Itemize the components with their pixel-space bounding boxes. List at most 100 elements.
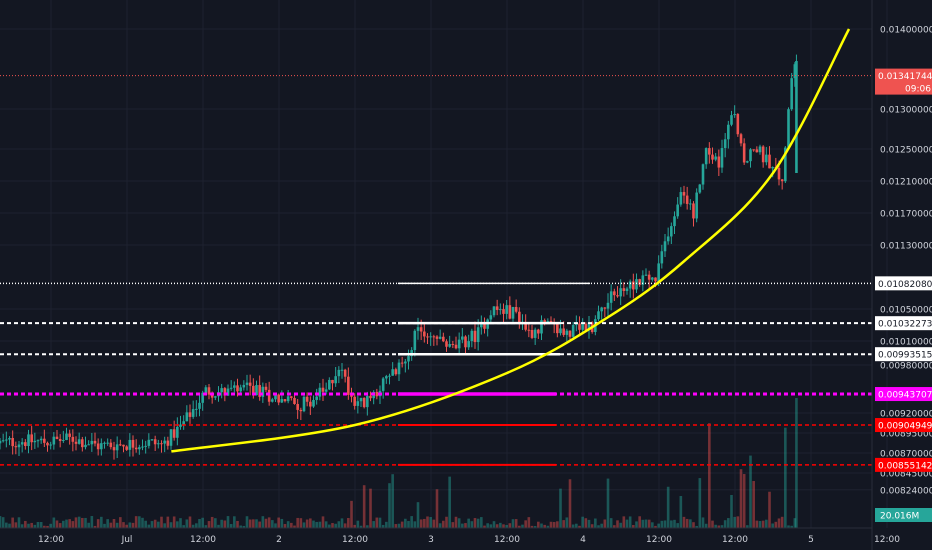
candle-body[interactable] [565, 330, 569, 335]
candle-body[interactable] [176, 426, 179, 438]
candle-body[interactable] [299, 409, 303, 412]
candle-body[interactable] [429, 336, 432, 338]
candle-body[interactable] [746, 161, 749, 163]
candle-body[interactable] [46, 442, 49, 446]
candle-body[interactable] [546, 320, 550, 323]
candle-body[interactable] [261, 386, 265, 397]
candle-body[interactable] [533, 329, 537, 338]
candle-body[interactable] [280, 399, 284, 403]
candle-body[interactable] [391, 369, 394, 376]
candle-body[interactable] [676, 204, 679, 217]
candle-body[interactable] [5, 439, 8, 441]
candle-body[interactable] [182, 421, 185, 425]
candle-body[interactable] [318, 387, 322, 397]
candle-body[interactable] [689, 203, 692, 205]
candle-body[interactable] [153, 439, 157, 445]
candle-body[interactable] [616, 295, 619, 297]
candle-body[interactable] [324, 389, 328, 392]
candle-body[interactable] [71, 436, 75, 442]
candle-body[interactable] [242, 384, 246, 388]
candle-body[interactable] [157, 443, 160, 445]
candle-body[interactable] [502, 309, 505, 314]
candle-body[interactable] [768, 154, 771, 169]
candle-body[interactable] [711, 154, 714, 160]
candle-body[interactable] [641, 275, 645, 285]
candle-body[interactable] [74, 441, 78, 444]
candle-body[interactable] [562, 328, 565, 335]
candle-body[interactable] [245, 382, 249, 385]
candle-body[interactable] [606, 302, 610, 309]
candle-body[interactable] [647, 274, 651, 280]
candle-body[interactable] [518, 311, 521, 324]
candle-body[interactable] [492, 306, 496, 316]
candle-body[interactable] [20, 442, 24, 445]
candle-body[interactable] [356, 401, 360, 406]
candle-body[interactable] [100, 443, 103, 450]
candle-body[interactable] [309, 401, 312, 407]
candle-body[interactable] [195, 408, 198, 410]
candle-body[interactable] [397, 362, 401, 375]
candle-body[interactable] [271, 399, 274, 402]
candle-body[interactable] [147, 439, 151, 446]
candle-body[interactable] [172, 429, 176, 438]
candle-body[interactable] [511, 306, 515, 319]
candle-body[interactable] [784, 147, 787, 182]
candle-body[interactable] [24, 442, 27, 447]
candle-body[interactable] [201, 392, 204, 403]
candle-body[interactable] [43, 438, 46, 443]
candle-body[interactable] [708, 148, 711, 155]
candle-body[interactable] [663, 241, 667, 252]
candle-body[interactable] [255, 385, 258, 396]
candle-body[interactable] [632, 281, 635, 290]
time-axis[interactable]: 12:00 Jul 12:00 2 12:00 3 12:00 4 12:00 12:00 5 12:… [38, 535, 900, 545]
candle-body[interactable] [499, 309, 502, 311]
candle-body[interactable] [600, 307, 603, 312]
candle-body[interactable] [568, 330, 572, 337]
candle-body[interactable] [407, 356, 410, 362]
candle-body[interactable] [362, 397, 366, 408]
candle-body[interactable] [432, 336, 436, 338]
candle-body[interactable] [119, 444, 122, 446]
candle-body[interactable] [777, 167, 781, 180]
candle-body[interactable] [381, 378, 385, 391]
candle-body[interactable] [315, 396, 318, 400]
candle-body[interactable] [413, 330, 417, 351]
candle-body[interactable] [103, 442, 106, 444]
candle-body[interactable] [290, 396, 293, 398]
candle-body[interactable] [68, 433, 71, 437]
candle-body[interactable] [163, 440, 166, 444]
candle-body[interactable] [388, 375, 391, 377]
candle-body[interactable] [191, 409, 195, 417]
candle-body[interactable] [214, 396, 217, 398]
candle-body[interactable] [464, 336, 467, 348]
candle-body[interactable] [559, 328, 562, 334]
candle-body[interactable] [160, 443, 163, 445]
candle-body[interactable] [350, 394, 353, 397]
candle-body[interactable] [723, 139, 727, 149]
candle-body[interactable] [106, 442, 109, 444]
candle-body[interactable] [451, 344, 455, 346]
candle-body[interactable] [236, 385, 239, 392]
candle-body[interactable] [233, 385, 236, 388]
candle-body[interactable] [87, 444, 90, 446]
candle-body[interactable] [749, 149, 752, 162]
candle-body[interactable] [438, 336, 442, 339]
candle-body[interactable] [258, 385, 261, 397]
candle-body[interactable] [125, 446, 128, 450]
candle-body[interactable] [359, 397, 363, 402]
candle-body[interactable] [527, 329, 531, 331]
candle-body[interactable] [692, 203, 695, 219]
candle-body[interactable] [84, 444, 87, 448]
candle-body[interactable] [334, 376, 337, 384]
candle-body[interactable] [698, 184, 702, 193]
candle-body[interactable] [733, 114, 736, 116]
candle-body[interactable] [179, 424, 182, 427]
candle-body[interactable] [625, 288, 629, 291]
candle-body[interactable] [93, 440, 97, 444]
candle-body[interactable] [229, 387, 233, 389]
candle-body[interactable] [445, 341, 448, 347]
candle-body[interactable] [704, 148, 708, 165]
candle-body[interactable] [198, 402, 201, 409]
candle-body[interactable] [742, 143, 746, 163]
